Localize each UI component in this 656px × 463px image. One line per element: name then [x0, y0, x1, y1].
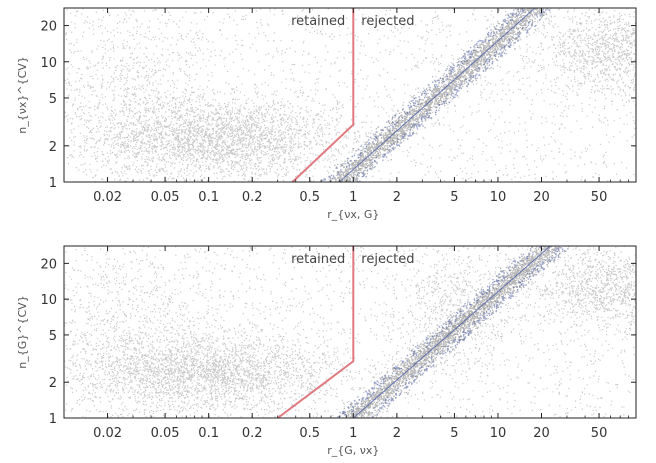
y-axis-ticks: 1 2 5 10 20: [40, 20, 636, 191]
x-tick-label: 0.02: [93, 426, 122, 441]
scatter-cloud: [64, 8, 636, 182]
overlay: [277, 246, 551, 418]
x-tick-label: 2: [393, 190, 401, 205]
x-tick-label: 0.5: [299, 426, 320, 441]
scatter-cloud: [64, 246, 636, 418]
ridge-points: [341, 246, 567, 418]
x-tick-label: 1: [349, 190, 357, 205]
highlighted-points: [333, 246, 570, 418]
x-tick-label: 0.2: [242, 426, 263, 441]
x-tick-label: 5: [450, 426, 458, 441]
x-tick-label: 10: [490, 190, 507, 205]
x-tick-label: 0.1: [198, 190, 219, 205]
overlay: [291, 8, 536, 182]
ridge-line: [338, 8, 536, 182]
selection-boundary: [291, 8, 355, 182]
y-tick-label: 10: [40, 56, 57, 71]
x-tick-label: 20: [533, 426, 550, 441]
y-tick-label: 1: [49, 176, 57, 191]
x-tick-label: 0.5: [299, 190, 320, 205]
ridge-points: [329, 8, 547, 182]
y-tick-label: 2: [49, 376, 57, 391]
x-tick-label: 0.02: [93, 190, 122, 205]
x-axis-ticks: 0.02 0.05 0.1 0.2 0.5 1 2 5 10 20 50: [93, 246, 630, 441]
x-tick-label: 20: [533, 190, 550, 205]
y-axis-label: n_{G}^{CV}: [16, 295, 29, 368]
panel-background: [0, 0, 656, 230]
x-tick-label: 2: [393, 426, 401, 441]
highlighted-points: [320, 8, 551, 182]
y-tick-label: 2: [49, 140, 57, 155]
x-axis-label: r_{G, νx}: [327, 444, 379, 457]
x-axis-label: r_{νx, G}: [327, 208, 379, 221]
x-tick-label: 10: [490, 426, 507, 441]
scatter-points: [64, 246, 636, 418]
x-tick-label: 50: [591, 426, 608, 441]
x-tick-label: 5: [450, 190, 458, 205]
y-tick-label: 5: [49, 329, 57, 344]
x-tick-label: 0.1: [198, 426, 219, 441]
y-tick-label: 20: [40, 257, 57, 272]
x-tick-label: 0.05: [151, 190, 180, 205]
y-axis-ticks: 1 2 5 10 20: [40, 257, 636, 427]
scatter-points: [64, 8, 636, 182]
plot-frame: [63, 245, 637, 419]
y-tick-label: 5: [49, 92, 57, 107]
x-tick-label: 0.2: [242, 190, 263, 205]
y-tick-label: 1: [49, 412, 57, 427]
selection-boundary: [277, 246, 355, 418]
scatter-panel-bottom: 0.02 0.05 0.1 0.2 0.5 1 2 5 10 20 50 1 2 5 10 20 retai…: [16, 245, 637, 457]
x-tick-label: 1: [349, 426, 357, 441]
region-label-rejected: rejected: [361, 14, 414, 29]
y-axis-label: n_{νx}^{CV}: [16, 56, 29, 134]
region-label-retained: retained: [291, 14, 345, 29]
scatter-panel-top: 0.02 0.05 0.1 0.2 0.5 1 2 5 10 20 50 1 2 5 10 20 retai…: [0, 0, 656, 230]
x-tick-label: 50: [591, 190, 608, 205]
x-axis-ticks: 0.02 0.05 0.1 0.2 0.5 1 2 5 10 20 50: [93, 8, 630, 205]
ridge-line: [352, 246, 551, 418]
y-tick-label: 10: [40, 293, 57, 308]
x-tick-label: 0.05: [151, 426, 180, 441]
y-tick-label: 20: [40, 20, 57, 35]
plot-frame: [63, 7, 637, 183]
region-label-retained: retained: [291, 252, 345, 267]
region-label-rejected: rejected: [361, 252, 414, 267]
